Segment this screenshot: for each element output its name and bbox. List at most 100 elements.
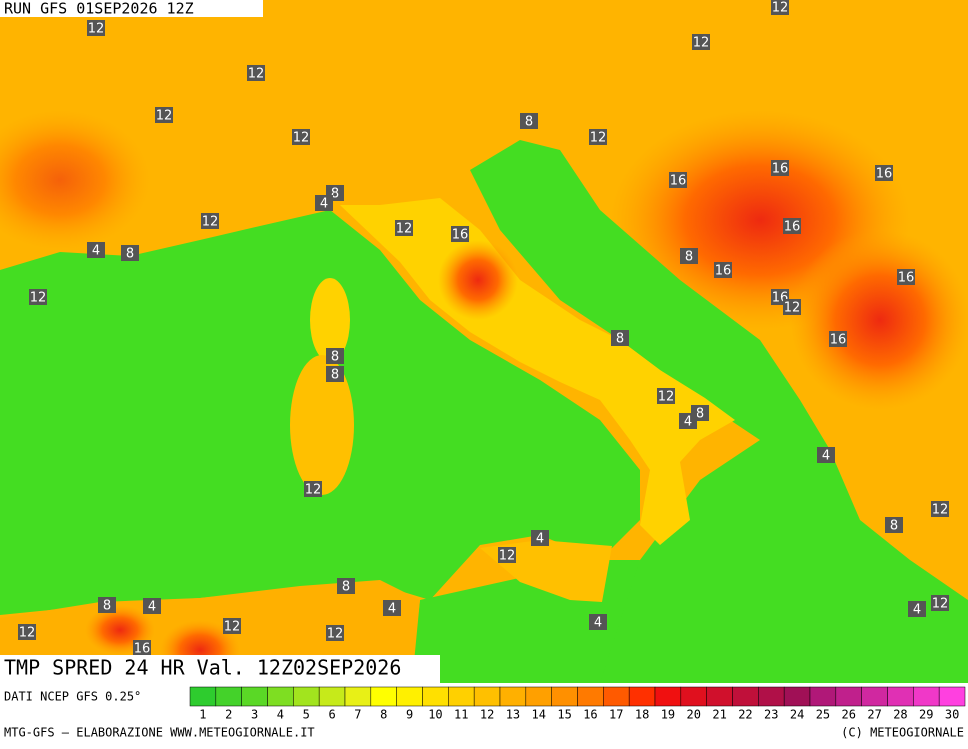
legend-label: 19 [661,708,675,722]
legend-swatch [241,686,268,707]
legend-label: 28 [893,708,907,722]
contour-label: 8 [126,247,134,262]
label-box [395,220,413,236]
label-box [223,618,241,634]
contour-label: 12 [499,549,516,564]
contour-label: 4 [913,603,921,618]
label-box [829,331,847,347]
contour-label: 16 [784,220,801,235]
legend-swatch [448,686,475,707]
corsica [310,278,350,362]
contour-label: 8 [103,599,111,614]
label-box [531,530,549,546]
label-box [121,245,139,261]
contour-label: 12 [30,291,47,306]
legend-swatch [267,686,294,707]
label-box [326,625,344,641]
legend-label: 16 [583,708,597,722]
label-box [714,262,732,278]
label-box [931,501,949,517]
label-box [201,213,219,229]
legend-label: 29 [919,708,933,722]
label-box [304,481,322,497]
contour-label: 12 [305,483,322,498]
legend-swatch [706,686,733,707]
legend-label: 9 [406,708,413,722]
contour-label: 12 [784,301,801,316]
label-box [383,600,401,616]
label-box [885,517,903,533]
contour-label: 12 [693,36,710,51]
legend-swatch [938,686,966,707]
contour-label: 12 [202,215,219,230]
sardinia [290,355,354,495]
label-box [589,614,607,630]
copyright: (C) METEOGIORNALE [841,726,964,740]
contour-label: 12 [248,67,265,82]
legend-swatch [215,686,242,707]
contour-label: 16 [670,174,687,189]
label-box [783,218,801,234]
label-box [692,34,710,50]
legend-swatch [396,686,423,707]
label-box [875,165,893,181]
contour-label: 12 [156,109,173,124]
label-box [292,129,310,145]
contour-label: 8 [525,115,533,130]
contour-label: 12 [396,222,413,237]
contour-label: 16 [830,333,847,348]
legend-swatch [835,686,862,707]
label-box [589,129,607,145]
legend-label: 15 [557,708,571,722]
label-box [897,269,915,285]
legend-label: 1 [199,708,206,722]
legend-swatch [861,686,888,707]
legend-swatch [758,686,785,707]
contour-label: 8 [696,407,704,422]
legend-label: 7 [354,708,361,722]
label-box [669,172,687,188]
legend-label: 24 [790,708,804,722]
legend-swatch [680,686,707,707]
legend-swatch [809,686,837,707]
legend-label: 20 [687,708,701,722]
legend-swatch [887,686,914,707]
legend-label: 23 [764,708,778,722]
legend-label: 5 [303,708,310,722]
legend-swatch [370,686,397,707]
legend-swatch [293,686,320,707]
legend-swatch [628,686,656,707]
label-box [18,624,36,640]
label-box [133,640,151,656]
map-title: TMP SPRED 24 HR Val. 12Z02SEP2026 [4,656,401,680]
contour-label: 12 [19,626,36,641]
label-box [87,20,105,36]
contour-label: 12 [772,1,789,16]
legend-label: 12 [480,708,494,722]
label-box [143,598,161,614]
hot-area [790,230,968,410]
contour-label: 16 [715,264,732,279]
legend-swatch [318,686,346,707]
legend-label: 21 [712,708,726,722]
label-box [155,107,173,123]
contour-label: 8 [890,519,898,534]
contour-label: 12 [590,131,607,146]
label-box [98,597,116,613]
label-box [337,578,355,594]
contour-label: 4 [684,415,692,430]
legend-swatch [422,686,449,707]
contour-label: 12 [932,597,949,612]
legend-swatch [603,686,630,707]
contour-label: 4 [148,600,156,615]
contour-label: 4 [92,244,100,259]
legend: 1 2 3 4 5 6 7 8 9 10 11 12 13 14 15 16 17 18 19 20 21 22 23 24 2… [189,686,966,722]
contour-label: 4 [320,197,328,212]
contour-label: 4 [822,449,830,464]
label-box [908,601,926,617]
legend-swatch [551,686,578,707]
legend-label: 10 [428,708,442,722]
legend-swatch [473,686,501,707]
